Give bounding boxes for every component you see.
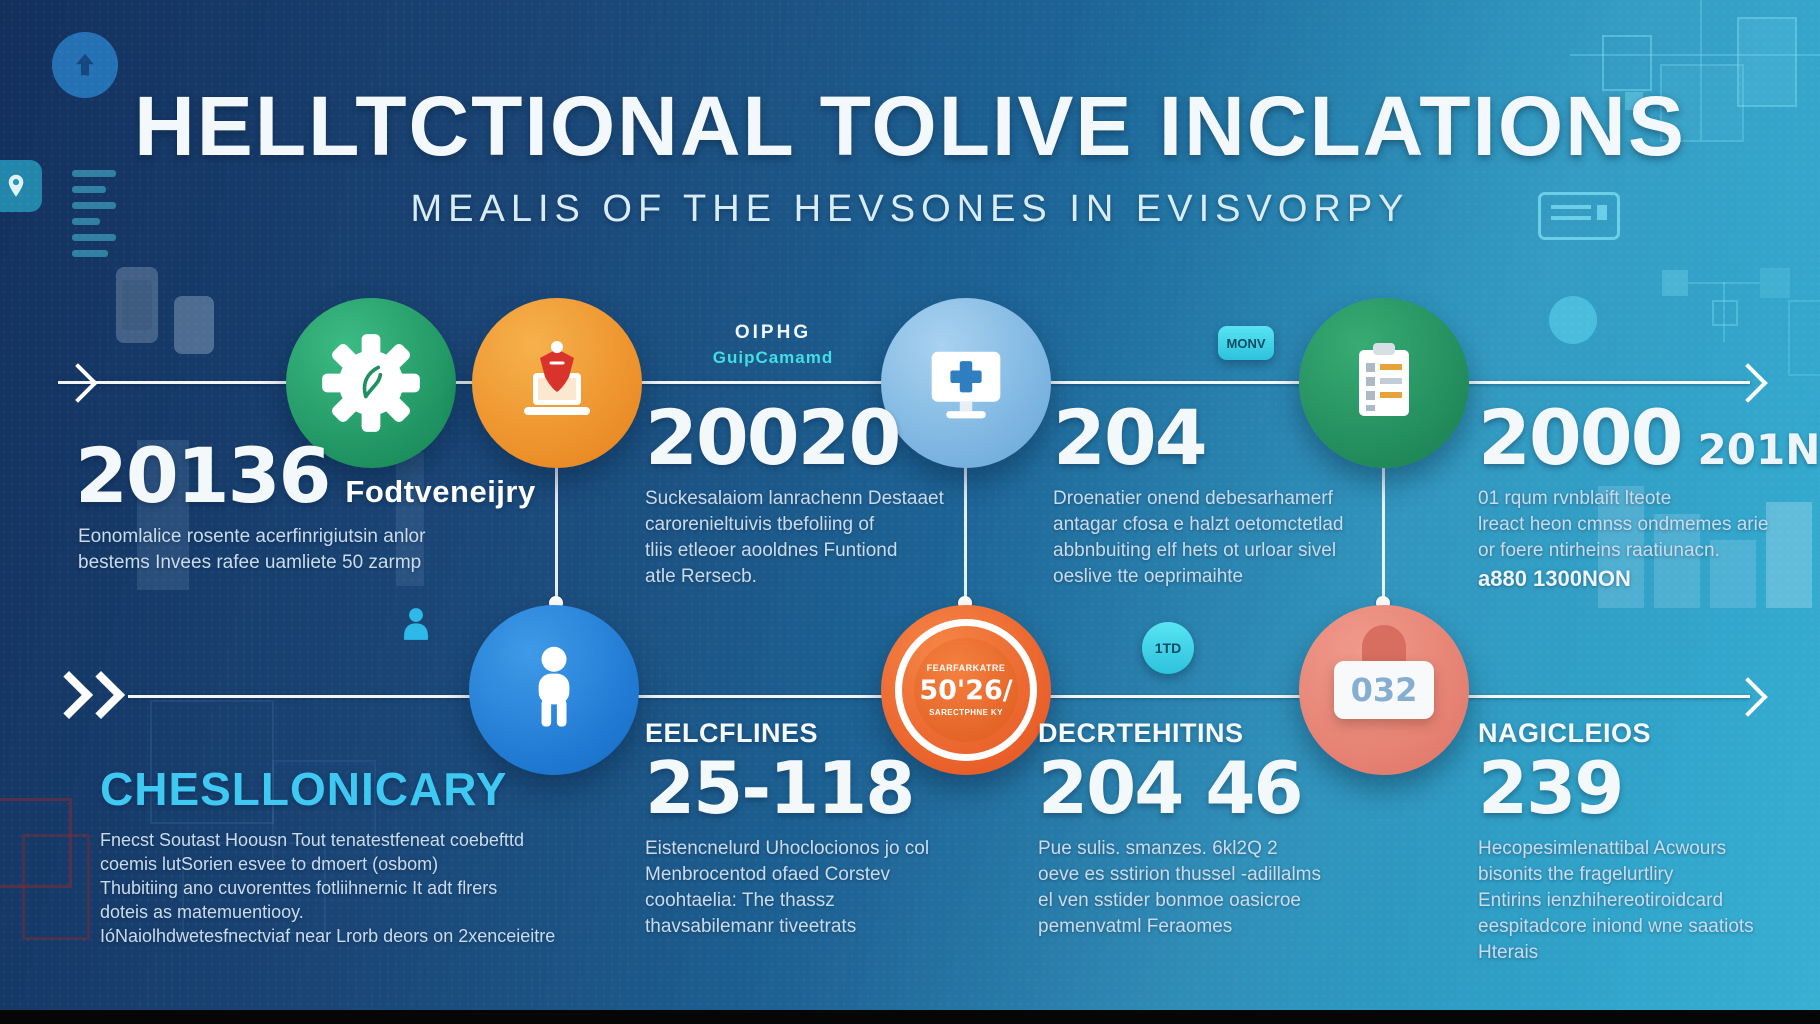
overline-subtext: GuipCamamd: [712, 348, 834, 367]
decor-maroon-frame: [22, 834, 90, 940]
person-icon: [538, 646, 570, 727]
section-1-desc: Fnecst Soutast Hoousn Tout tenatestfenea…: [100, 830, 556, 946]
arrow-right-icon: [1728, 363, 1768, 403]
milestone-circle-monitor: [881, 298, 1051, 468]
section-2-desc: Eistencnelurd Uhoclocionos jo col Menbro…: [645, 838, 930, 937]
thermometer-value: 032: [1334, 661, 1434, 719]
section-2-number: 25-118: [645, 746, 915, 830]
decor-circuit-node: [1760, 268, 1790, 298]
milestone-1-desc: Eonomlalice rosente acerfinrigiutsin anl…: [78, 526, 426, 573]
section-3-number: 204 46: [1038, 746, 1304, 830]
milestone-2: 20020: [645, 393, 901, 482]
connector-line: [964, 467, 967, 602]
person-small-icon: [404, 608, 428, 640]
section-3-number-row: 204 46: [1038, 746, 1304, 830]
decor-circuit-line: [1688, 282, 1760, 284]
page-subtitle: MEALIS OF THE HEVSONES IN EVISVORPY: [410, 188, 1410, 230]
milestone-circle-clipboard: [1299, 298, 1469, 468]
section-3-desc: Pue sulis. smanzes. 6kl2Q 2 oeve es ssti…: [1038, 838, 1322, 937]
section-2-label: EELCFLINES: [645, 718, 819, 748]
decor-circuit-square: [1712, 300, 1738, 326]
milestone-2-desc: Suckesalaiom lanrachenn Destaaet caroren…: [645, 488, 944, 587]
milestone-4-number-suffix: 201N: [1697, 425, 1820, 474]
section-4-number-row: 239: [1478, 746, 1624, 830]
milestone-4-number: 2000: [1478, 393, 1684, 482]
decor-circuit-line: [1723, 282, 1725, 342]
seal-line2: 50'26/: [919, 675, 1013, 706]
page-title: HELLTCTIONAL TOLIVE INCLATIONS: [134, 79, 1686, 173]
gear-icon: [322, 334, 420, 432]
thermometer-circle: 032: [1299, 605, 1469, 775]
seal-ring: [895, 619, 1037, 761]
milestone-1-number: 20136: [75, 431, 331, 520]
overline-text: OIPHG: [734, 322, 812, 343]
clipboard-icon: [1359, 343, 1409, 416]
milestone-4-desc-bold: a880 1300NON: [1478, 566, 1631, 591]
section-2-number-row: 25-118: [645, 746, 915, 830]
milestone-4-desc: 01 rqum rvnblaift lteote lreact heon cmn…: [1478, 488, 1769, 561]
milestone-overline: OIPHG GuipCamamd: [688, 322, 858, 368]
double-chevron-icon: [76, 670, 126, 720]
decor-maroon-frame: [0, 798, 72, 888]
milestone-2-number: 20020: [645, 393, 901, 482]
milestone-3-desc: Droenatier onend debesarhamerf antagar c…: [1053, 488, 1344, 587]
bottom-black-strip: [0, 1010, 1820, 1024]
decor-cyan-dot: [1549, 296, 1597, 344]
connector-line: [1382, 467, 1385, 602]
decor-list-bar: [72, 234, 116, 241]
milestone-circle-gear: [286, 298, 456, 468]
connector-line: [555, 468, 558, 602]
section-4-label: NAGICLEIOS: [1478, 718, 1652, 748]
seal-line1: FEARFARKATRE: [926, 663, 1006, 673]
milestone-circle-alert: [472, 298, 642, 468]
decor-list-bar: [72, 250, 108, 257]
section-4-number: 239: [1478, 746, 1624, 830]
monitor-cross-icon: [931, 351, 1001, 419]
milestone-3: 204: [1053, 393, 1208, 482]
arrow-right-icon: [1728, 677, 1768, 717]
seal-badge-icon: FEARFARKATRE 50'26/ SARECTPHNE KY: [914, 638, 1018, 742]
seal-line3: SARECTPHNE KY: [929, 708, 1003, 717]
seal-badge-circle: FEARFARKATRE 50'26/ SARECTPHNE KY: [881, 605, 1051, 775]
decor-circuit-square: [1788, 300, 1820, 376]
milestone-1-label: Fodtveneijry: [345, 474, 536, 509]
decor-phone-screen: [122, 280, 152, 330]
arrow-right-icon: [58, 363, 98, 403]
circle-person: [469, 605, 639, 775]
milestone-4: 2000 201N: [1478, 400, 1820, 476]
decor-phone-shape: [116, 267, 158, 343]
laptop-alert-icon: [524, 341, 590, 415]
status-badge-itd: 1TD: [1142, 622, 1194, 674]
decor-device-shape: [174, 296, 214, 354]
section-4-desc: Hecopesimlenattibal Acwours bisonits the…: [1478, 838, 1754, 963]
section-3-label: DECRTEHITINS: [1038, 718, 1244, 748]
milestone-3-number: 204: [1053, 393, 1208, 482]
decor-circuit-node: [1662, 270, 1688, 296]
status-badge-monv: MONV: [1218, 326, 1274, 360]
milestone-1: 20136 Fodtveneijry: [75, 438, 536, 514]
decor-circuit-line: [1570, 54, 1820, 56]
section-heading: CHESLLONICARY: [100, 763, 508, 815]
